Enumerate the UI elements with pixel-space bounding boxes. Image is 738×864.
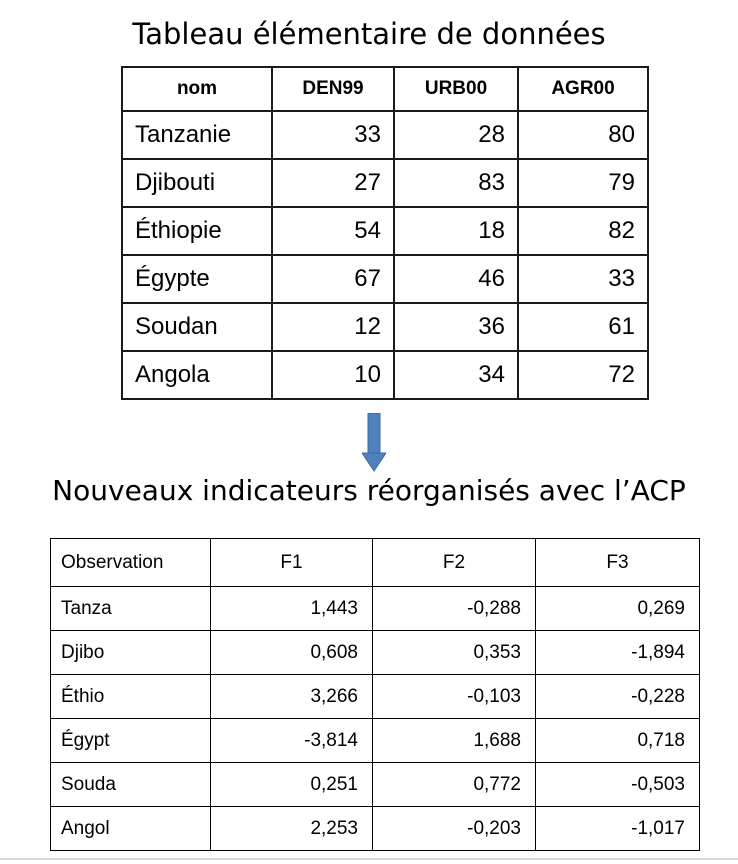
table-row: Égypte 67 46 33	[121, 254, 649, 304]
column-header-f3: F3	[535, 538, 700, 587]
arrow-down-icon	[361, 412, 387, 478]
f3-cell: 0,269	[535, 586, 700, 631]
agr00-cell: 82	[517, 206, 649, 256]
observation-cell: Djibo	[50, 630, 211, 675]
observation-cell: Égypt	[50, 718, 211, 763]
f1-cell: 1,443	[210, 586, 373, 631]
table-header-row: nom DEN99 URB00 AGR00	[121, 66, 649, 112]
table-row: Éthiopie 54 18 82	[121, 206, 649, 256]
f3-cell: -1,894	[535, 630, 700, 675]
f2-cell: -0,103	[372, 674, 536, 719]
table-row: Soudan 12 36 61	[121, 302, 649, 352]
f2-cell: -0,203	[372, 806, 536, 851]
urb00-cell: 83	[393, 158, 519, 208]
country-name-cell: Égypte	[121, 254, 273, 304]
country-name-cell: Djibouti	[121, 158, 273, 208]
f3-cell: -0,503	[535, 762, 700, 807]
f3-cell: -0,228	[535, 674, 700, 719]
urb00-cell: 34	[393, 350, 519, 400]
f1-cell: -3,814	[210, 718, 373, 763]
den99-cell: 27	[271, 158, 395, 208]
den99-cell: 12	[271, 302, 395, 352]
table-header-row: Observation F1 F2 F3	[50, 538, 700, 587]
agr00-cell: 72	[517, 350, 649, 400]
den99-cell: 67	[271, 254, 395, 304]
table-row: Tanza 1,443 -0,288 0,269	[50, 586, 700, 631]
divider	[0, 858, 738, 860]
f1-cell: 0,608	[210, 630, 373, 675]
urb00-cell: 28	[393, 110, 519, 160]
agr00-cell: 33	[517, 254, 649, 304]
f2-cell: 0,772	[372, 762, 536, 807]
table-row: Djibouti 27 83 79	[121, 158, 649, 208]
pca-indicators-table: Observation F1 F2 F3 Tanza 1,443 -0,288 …	[50, 538, 700, 851]
column-header-nom: nom	[121, 66, 273, 112]
f1-cell: 0,251	[210, 762, 373, 807]
agr00-cell: 79	[517, 158, 649, 208]
country-name-cell: Angola	[121, 350, 273, 400]
den99-cell: 33	[271, 110, 395, 160]
observation-cell: Souda	[50, 762, 211, 807]
column-header-f1: F1	[210, 538, 373, 587]
table-row: Éthio 3,266 -0,103 -0,228	[50, 674, 700, 719]
column-header-agr00: AGR00	[517, 66, 649, 112]
urb00-cell: 36	[393, 302, 519, 352]
raw-data-table: nom DEN99 URB00 AGR00 Tanzanie 33 28 80 …	[121, 66, 649, 400]
table-row: Angola 10 34 72	[121, 350, 649, 400]
den99-cell: 10	[271, 350, 395, 400]
f2-cell: 0,353	[372, 630, 536, 675]
column-header-f2: F2	[372, 538, 536, 587]
table-row: Souda 0,251 0,772 -0,503	[50, 762, 700, 807]
observation-cell: Tanza	[50, 586, 211, 631]
agr00-cell: 61	[517, 302, 649, 352]
den99-cell: 54	[271, 206, 395, 256]
table-row: Angol 2,253 -0,203 -1,017	[50, 806, 700, 851]
urb00-cell: 18	[393, 206, 519, 256]
country-name-cell: Soudan	[121, 302, 273, 352]
table-row: Djibo 0,608 0,353 -1,894	[50, 630, 700, 675]
column-header-den99: DEN99	[271, 66, 395, 112]
urb00-cell: 46	[393, 254, 519, 304]
country-name-cell: Éthiopie	[121, 206, 273, 256]
column-header-observation: Observation	[50, 538, 211, 587]
f1-cell: 3,266	[210, 674, 373, 719]
f3-cell: 0,718	[535, 718, 700, 763]
observation-cell: Éthio	[50, 674, 211, 719]
observation-cell: Angol	[50, 806, 211, 851]
column-header-urb00: URB00	[393, 66, 519, 112]
f2-cell: -0,288	[372, 586, 536, 631]
pca-table-title: Nouveaux indicateurs réorganisés avec l’…	[52, 474, 686, 507]
agr00-cell: 80	[517, 110, 649, 160]
country-name-cell: Tanzanie	[121, 110, 273, 160]
raw-data-table-title: Tableau élémentaire de données	[132, 17, 606, 51]
table-row: Égypt -3,814 1,688 0,718	[50, 718, 700, 763]
f3-cell: -1,017	[535, 806, 700, 851]
table-row: Tanzanie 33 28 80	[121, 110, 649, 160]
f1-cell: 2,253	[210, 806, 373, 851]
f2-cell: 1,688	[372, 718, 536, 763]
